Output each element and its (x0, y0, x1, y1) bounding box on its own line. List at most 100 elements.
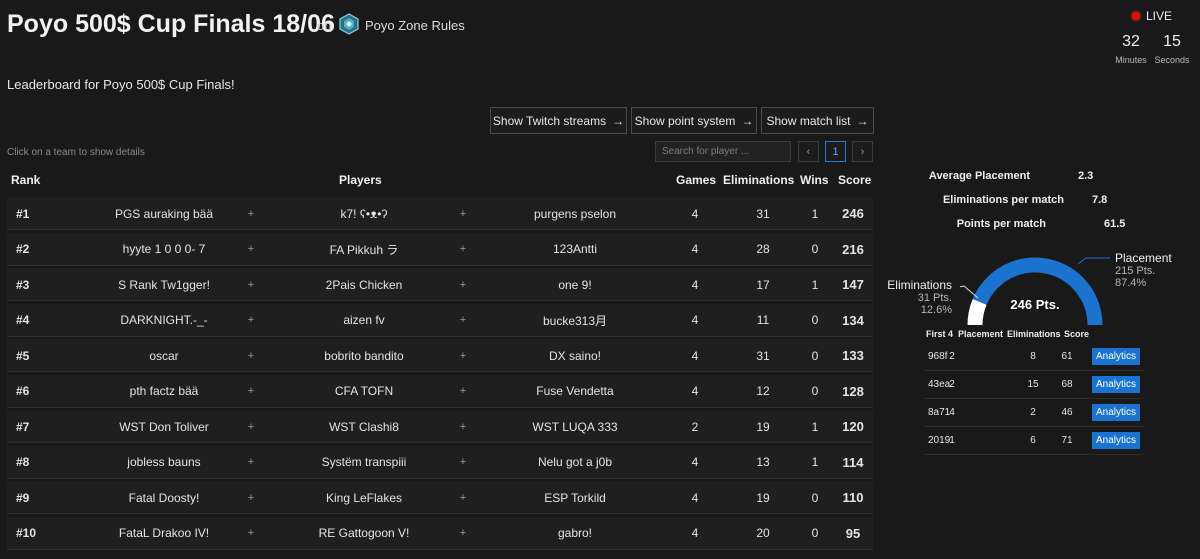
plus-icon: + (459, 349, 467, 362)
column-header-players: Players (339, 173, 382, 187)
eliminations-leader-line (960, 285, 979, 299)
analytics-button[interactable]: Analytics (1092, 404, 1140, 421)
player-search-input[interactable] (655, 141, 791, 162)
on-label: on (317, 18, 332, 33)
arrow-right-icon: → (612, 113, 625, 128)
player-name: FataL Drakoo IV! (118, 526, 210, 540)
player-name: FA Pikkuh ラ (329, 242, 399, 257)
table-row[interactable]: #5 oscar bobrito bandito DX saino! + +4 31 0 133 (7, 339, 873, 372)
analytics-button[interactable]: Analytics (1092, 432, 1140, 449)
gauge-eliminations-arc (967, 298, 987, 326)
player-name: oscar (149, 348, 179, 363)
table-row[interactable]: #7 WST Don Toliver WST Clashi8 WST LUQA 333… (7, 410, 873, 443)
table-row[interactable]: #8 jobless bauns Systëm transpiii Nelu got … (7, 445, 873, 479)
score-cell: 110 (842, 490, 864, 505)
plus-icon: + (459, 243, 467, 255)
games-cell: 4 (691, 242, 699, 256)
player-name: RE Gattogoon V! (318, 526, 410, 540)
rank-cell: #6 (16, 384, 30, 398)
wins-cell: 0 (811, 384, 819, 398)
legend-eliminations-label: Eliminations (887, 278, 952, 292)
pagination-next-button[interactable]: › (852, 141, 873, 162)
plus-icon: + (247, 491, 255, 504)
match-eliminations: 8 (1030, 351, 1036, 362)
elims-per-match-label: Eliminations per match (942, 194, 1064, 206)
table-row[interactable]: #9 Fatal Doosty! King LeFlakes ESP Torkild +… (7, 481, 873, 514)
games-cell: 4 (691, 384, 699, 398)
avg-placement-value: 2.3 (1078, 170, 1094, 182)
games-cell: 4 (691, 455, 699, 469)
eliminations-cell: 31 (756, 206, 770, 221)
eliminations-cell: 28 (756, 242, 770, 256)
table-row[interactable]: #10 FataL Drakoo IV! RE Gattogoon V! gabro!… (7, 516, 873, 550)
rank-cell: #1 (16, 206, 30, 221)
points-per-match-value: 61.5 (1104, 218, 1126, 230)
plus-icon: + (459, 207, 467, 220)
player-name: WST Don Toliver (119, 419, 209, 434)
show-point-system-label: Show point system (634, 113, 736, 128)
show-twitch-streams-label: Show Twitch streams (492, 113, 607, 128)
player-name: DARKNIGHT.-_- (120, 313, 208, 327)
show-point-system-button[interactable]: Show point system → (631, 107, 757, 134)
rank-cell: #2 (16, 242, 30, 256)
plus-icon: + (459, 527, 467, 539)
score-cell: 134 (842, 312, 864, 328)
player-name: one 9! (558, 277, 592, 292)
live-dot-icon (1130, 10, 1142, 22)
table-row[interactable]: #2 hyyte 1 0 0 0- 7 FA Pikkuh ラ 123Antti + +4… (7, 232, 873, 266)
table-hint: Click on a team to show details (7, 147, 145, 158)
table-row[interactable]: #3 S Rank Tw1gger! 2Pais Chicken one 9! + +4 1… (7, 268, 873, 301)
show-twitch-streams-button[interactable]: Show Twitch streams → (490, 107, 627, 134)
matches-header-placement: Placement (958, 329, 1004, 339)
player-name: aizen fv (343, 313, 385, 327)
wins-cell: 1 (811, 206, 819, 221)
table-row[interactable]: #6 pth factz bää CFA TOFN Fuse Vendetta + +4 1… (7, 374, 873, 408)
wins-cell: 0 (811, 490, 819, 505)
pagination-prev-button[interactable]: ‹ (798, 141, 819, 162)
plus-icon: + (459, 491, 467, 504)
player-name: purgens pselon (533, 206, 617, 221)
matches-header-id: First 4 (926, 329, 954, 339)
player-name: gabro! (557, 526, 593, 540)
match-id: 2019 (928, 435, 951, 446)
table-row[interactable]: #4 DARKNIGHT.-_- aizen fv bucke313月 + +4 11 0 13… (7, 303, 873, 337)
games-cell: 2 (691, 419, 699, 434)
avg-placement-label: Average Placement (928, 170, 1030, 182)
score-cell: 95 (845, 525, 861, 541)
player-name: PGS auraking bää (114, 206, 214, 221)
player-name: ESP Torkild (544, 490, 606, 505)
page-subtitle: Leaderboard for Poyo 500$ Cup Finals! (7, 77, 235, 92)
column-header-eliminations: Eliminations (723, 173, 795, 187)
eliminations-cell: 11 (756, 313, 770, 327)
column-header-score: Score (838, 173, 872, 187)
table-row[interactable]: #1 PGS auraking bää k7! ʕ•ᴥ•ʔ purgens pselo… (7, 197, 873, 230)
rank-cell: #5 (16, 348, 30, 363)
plus-icon: + (247, 243, 255, 255)
page-title: Poyo 500$ Cup Finals 18/06 (7, 10, 335, 38)
live-label: LIVE (1146, 9, 1173, 23)
wins-cell: 0 (811, 242, 819, 256)
show-match-list-button[interactable]: Show match list → (761, 107, 874, 134)
match-row: 8a71 4 2 46 Analytics (925, 399, 1143, 427)
timer-minutes-value: 32 (1122, 33, 1140, 50)
points-gauge (960, 257, 1110, 326)
arrow-right-icon: → (741, 113, 754, 128)
legend-eliminations-pct: 12.6% (920, 304, 952, 316)
ruleset-logo-icon[interactable] (338, 13, 360, 35)
legend-placement-pts: 215 Pts. (1115, 265, 1156, 277)
ruleset-link[interactable]: Poyo Zone Rules (365, 18, 465, 33)
elims-per-match-value: 7.8 (1092, 194, 1108, 206)
player-name: WST LUQA 333 (532, 419, 618, 434)
plus-icon: + (247, 349, 255, 362)
rank-cell: #3 (16, 277, 30, 292)
games-cell: 4 (691, 313, 699, 327)
pagination-page-1[interactable]: 1 (825, 141, 846, 162)
analytics-button[interactable]: Analytics (1092, 348, 1140, 365)
eliminations-cell: 19 (756, 490, 770, 505)
plus-icon: + (459, 314, 467, 326)
analytics-button[interactable]: Analytics (1092, 376, 1140, 393)
score-cell: 120 (842, 419, 864, 434)
player-name: k7! ʕ•ᴥ•ʔ (340, 206, 388, 221)
rank-cell: #8 (16, 455, 30, 469)
player-name: 2Pais Chicken (325, 277, 403, 292)
